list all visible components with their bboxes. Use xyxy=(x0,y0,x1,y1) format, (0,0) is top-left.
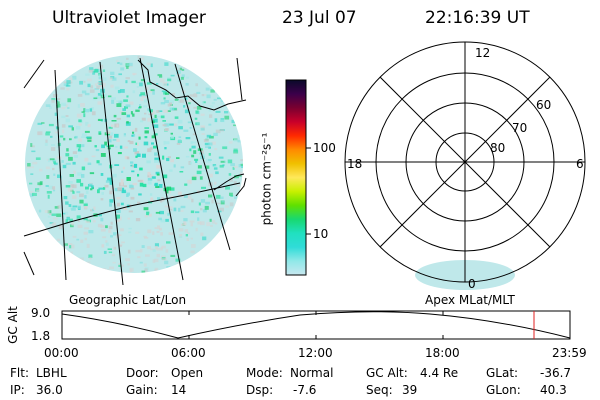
app-title: Ultraviolet Imager xyxy=(52,8,206,28)
status-mode-label: Mode: xyxy=(246,366,283,380)
altitude-x-tick-0600: 06:00 xyxy=(171,346,206,360)
geo-panel-label: Geographic Lat/Lon xyxy=(69,293,187,307)
status-glat-label: GLat: xyxy=(486,366,519,380)
altitude-y-tick-9: 9.0 xyxy=(31,306,51,320)
polar-lat-80: 80 xyxy=(490,141,506,155)
status-seq-label: Seq: xyxy=(366,383,393,397)
polar-plot xyxy=(344,41,586,290)
colorbar-tick-10: 10 xyxy=(313,227,329,241)
polar-mlt-0: 0 xyxy=(468,277,476,291)
image-date: 23 Jul 07 xyxy=(282,8,357,28)
status-dsp-label: Dsp: xyxy=(246,383,274,397)
status-gcalt-value: 4.4 Re xyxy=(420,366,459,380)
polar-panel-label: Apex MLat/MLT xyxy=(425,293,515,307)
status-dsp-value: -7.6 xyxy=(293,383,317,397)
geo-image xyxy=(23,55,247,286)
geo-gridlines xyxy=(23,57,247,286)
altitude-x-tick-1200: 12:00 xyxy=(298,346,333,360)
status-glon-value: 40.3 xyxy=(540,383,567,397)
altitude-x-tick-1800: 18:00 xyxy=(425,346,460,360)
status-glon-label: GLon: xyxy=(486,383,521,397)
status-gain-value: 14 xyxy=(171,383,187,397)
altitude-y-tick-1.8: 1.8 xyxy=(31,329,51,343)
status-flt-value: LBHL xyxy=(36,366,67,380)
altitude-plot xyxy=(61,310,571,340)
altitude-x-tick-0000: 00:00 xyxy=(44,346,79,360)
status-door-value: Open xyxy=(171,366,204,380)
status-flt-label: Flt: xyxy=(10,366,29,380)
colorbar-tick-100: 100 xyxy=(313,141,336,155)
colorbar xyxy=(285,79,311,276)
status-door-label: Door: xyxy=(126,366,159,380)
status-ip-label: IP: xyxy=(10,383,25,397)
polar-lat-70: 70 xyxy=(512,121,528,135)
status-ip-value: 36.0 xyxy=(36,383,63,397)
status-glat-value: -36.7 xyxy=(540,366,572,380)
status-mode-value: Normal xyxy=(290,366,334,380)
altitude-x-tick-2359: 23:59 xyxy=(552,346,587,360)
image-time: 22:16:39 UT xyxy=(425,8,530,28)
polar-mlt-6: 6 xyxy=(576,157,584,171)
altitude-y-label: GC Alt xyxy=(5,306,20,344)
polar-mlt-12: 12 xyxy=(475,46,491,60)
colorbar-unit-label: photon cm⁻²s⁻¹ xyxy=(259,132,274,226)
status-gain-label: Gain: xyxy=(126,383,158,397)
polar-mlt-18: 18 xyxy=(347,157,363,171)
status-gcalt-label: GC Alt: xyxy=(366,366,408,380)
polar-lat-60: 60 xyxy=(536,98,552,112)
status-seq-value: 39 xyxy=(402,383,418,397)
